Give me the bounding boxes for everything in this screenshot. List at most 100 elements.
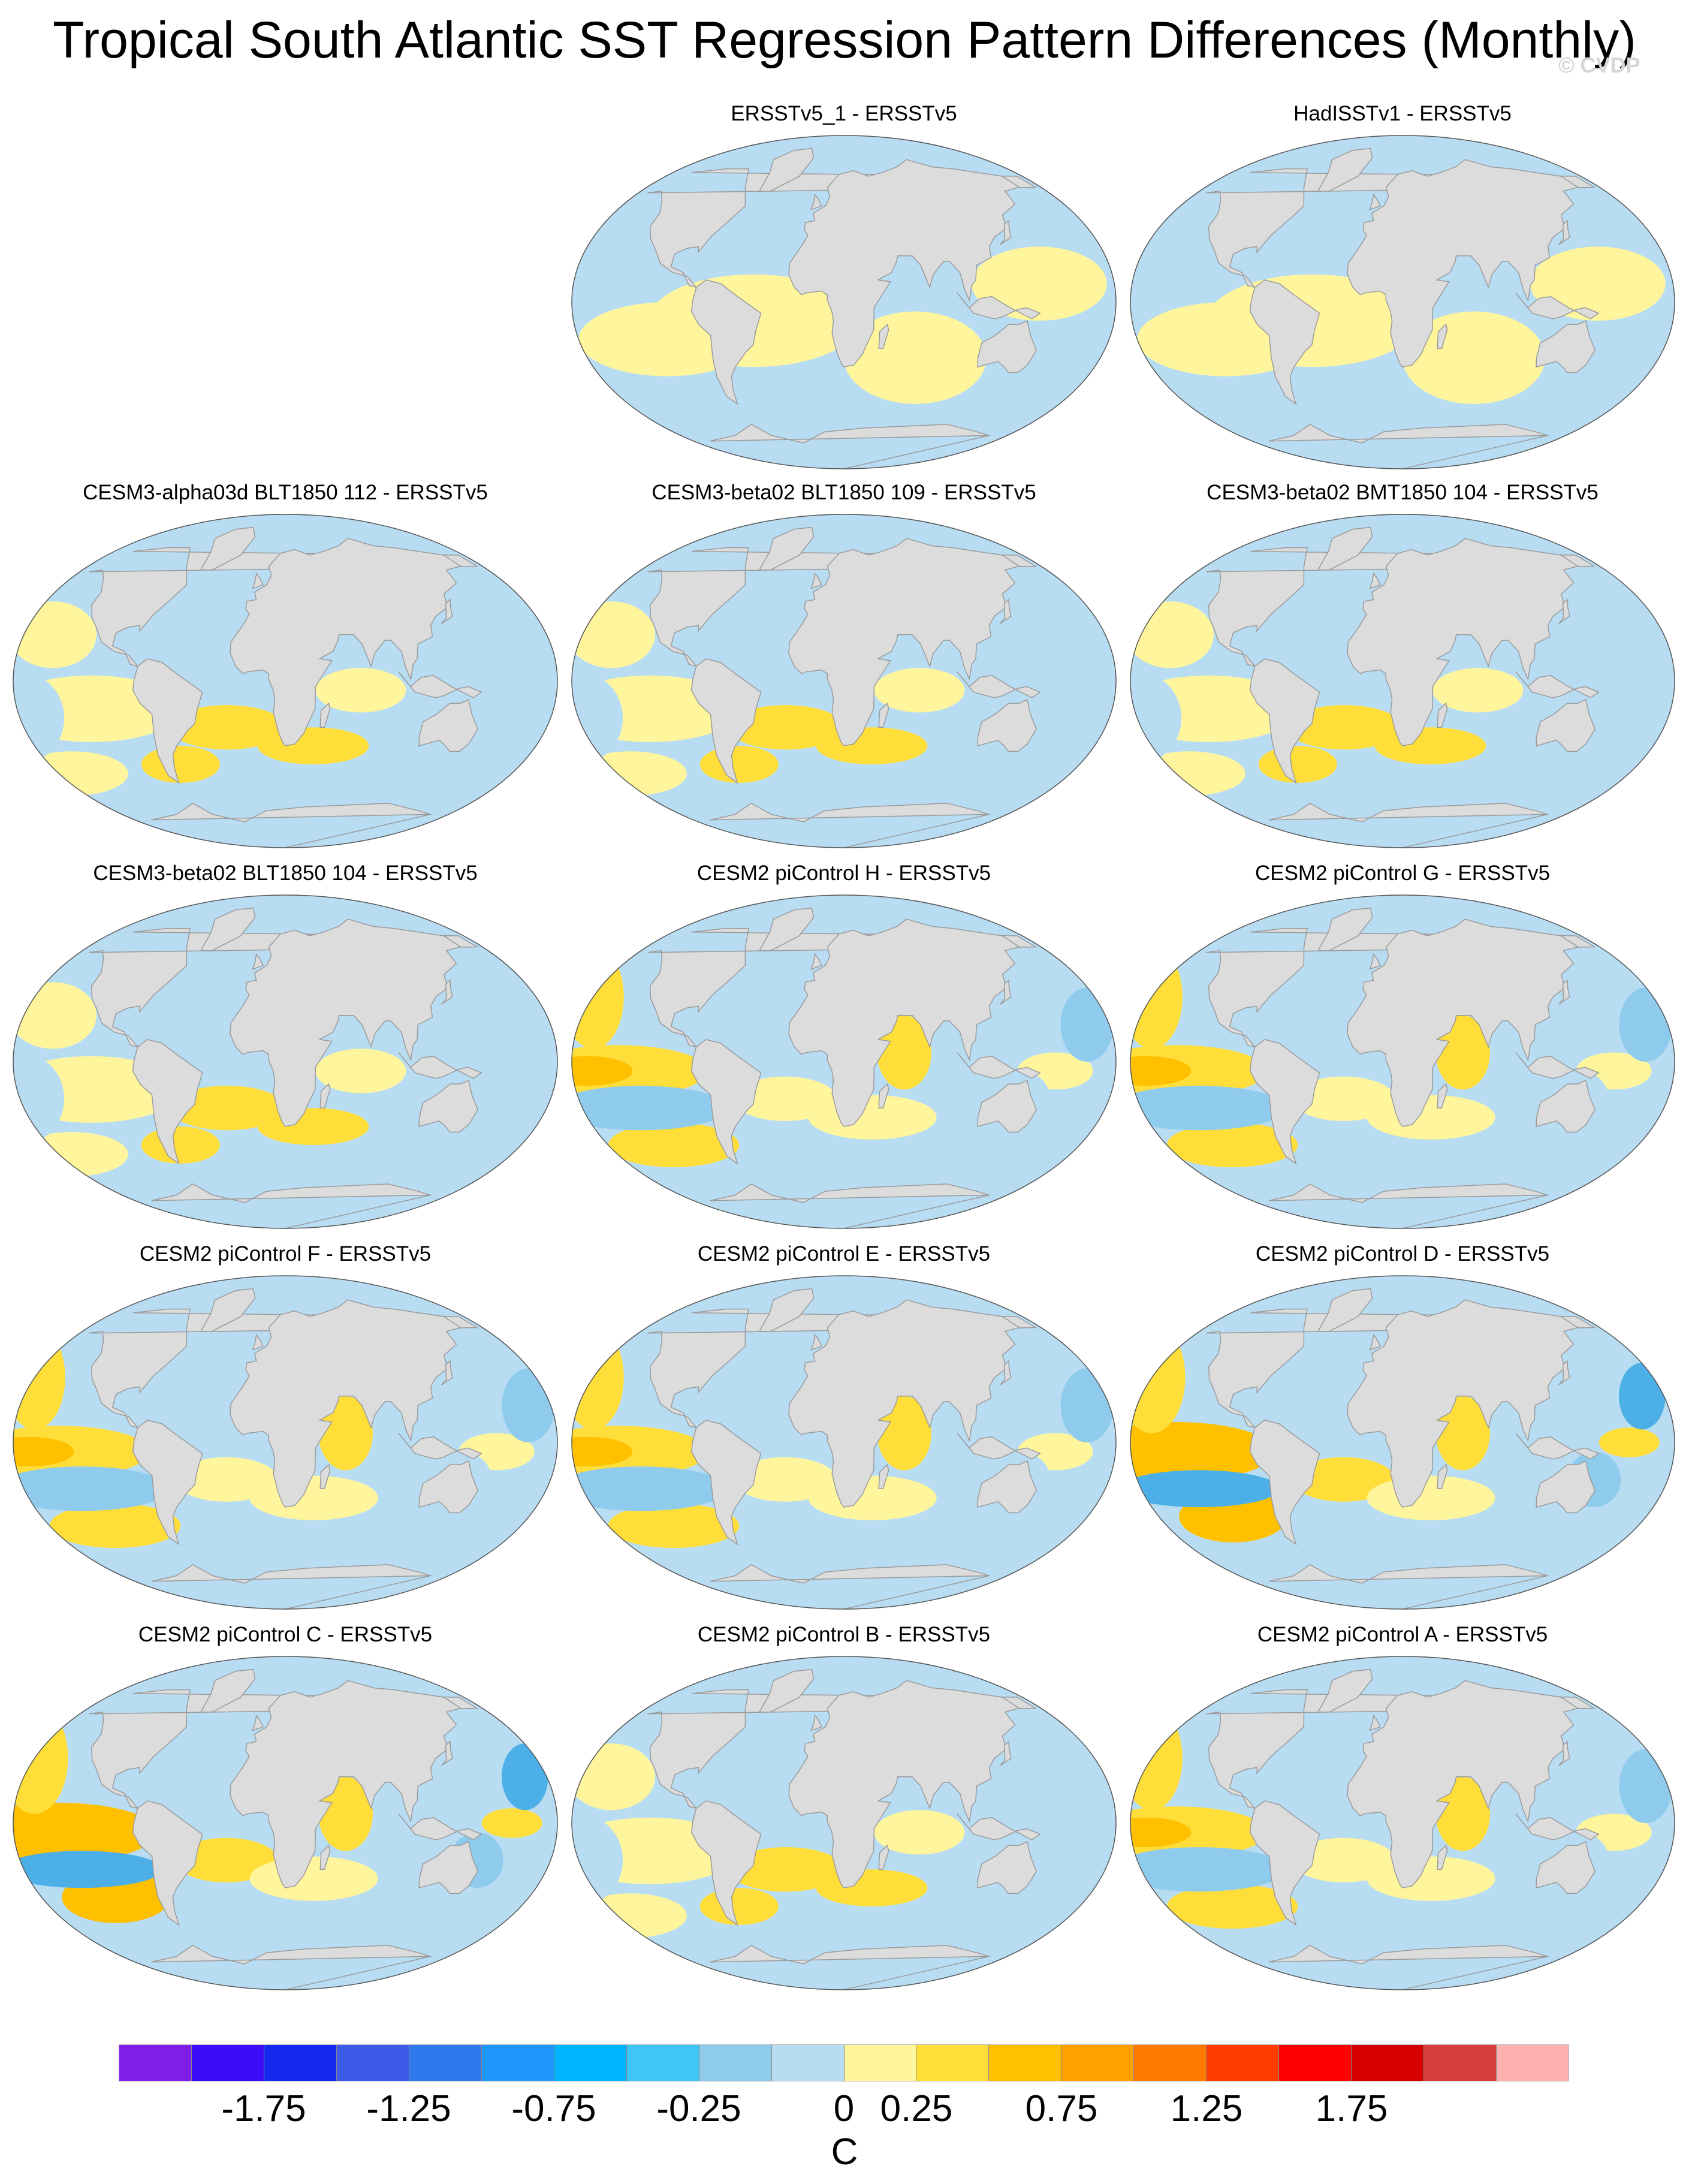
anomaly-region	[174, 1457, 278, 1502]
anomaly-region	[1130, 1470, 1280, 1508]
landmass-indonesia	[1515, 293, 1600, 320]
robinson-map	[571, 135, 1117, 469]
landmass-greenland	[200, 526, 256, 571]
panel-title: HadISSTv1 - ERSSTv5	[1293, 102, 1512, 125]
landmass-antarctica	[1268, 424, 1549, 469]
landmass-madagascar	[1437, 1463, 1448, 1489]
landmass-indonesia	[1515, 1052, 1600, 1079]
landmass-japan	[999, 979, 1012, 1005]
landmass-indonesia	[398, 1433, 482, 1460]
landmass-australia	[1536, 320, 1596, 373]
anomaly-region	[972, 246, 1107, 321]
anomaly-region	[1166, 1884, 1298, 1929]
anomaly-region	[502, 1743, 548, 1811]
anomaly-region	[1598, 1427, 1660, 1457]
anomaly-region	[1435, 1396, 1490, 1471]
anomaly-region	[572, 1466, 728, 1511]
colorbar-tick-label: 0.25	[880, 2088, 953, 2129]
landmass-greenland	[758, 907, 815, 951]
landmass-north-america	[89, 547, 479, 667]
anomaly-region	[1367, 1856, 1495, 1901]
map-border	[13, 1275, 558, 1610]
anomaly-region	[699, 1888, 779, 1925]
landmass-australia	[977, 698, 1037, 752]
robinson-map	[1130, 514, 1675, 848]
landmass-south-america	[690, 1420, 762, 1546]
anomaly-region	[502, 1368, 556, 1442]
anomaly-region	[726, 956, 805, 1001]
landmass-australia	[1536, 1079, 1596, 1133]
map-border	[1130, 894, 1675, 1229]
panel-title: CESM3-beta02 BLT1850 104 - ERSSTv5	[93, 861, 478, 885]
anomaly-region	[13, 1466, 170, 1511]
page-title: Tropical South Atlantic SST Regression P…	[53, 11, 1636, 69]
anomaly-region	[808, 1095, 937, 1140]
anomaly-region	[572, 1086, 728, 1131]
landmass-greenland	[1317, 147, 1373, 192]
landmass-africa-eurasia	[788, 538, 1021, 746]
colorbar-box	[771, 2045, 844, 2081]
colorbar-box	[1497, 2045, 1569, 2081]
landmass-north-america	[89, 927, 479, 1048]
landmass-madagascar	[878, 323, 889, 349]
landmass-madagascar	[878, 1083, 889, 1108]
landmass-greenland	[200, 907, 256, 951]
landmass-antarctica	[710, 803, 991, 848]
landmass-antarctica	[151, 1945, 432, 1990]
landmass-indonesia	[398, 671, 482, 698]
anomaly-region	[726, 1336, 805, 1382]
colorbar-box	[554, 2045, 627, 2081]
anomaly-region	[1292, 1837, 1395, 1882]
colorbar-box	[1207, 2045, 1280, 2081]
panel-title: CESM2 piControl D - ERSSTv5	[1255, 1242, 1550, 1266]
map-border	[1130, 514, 1675, 848]
landmass-uk	[810, 953, 822, 970]
anomaly-region	[1130, 1086, 1287, 1131]
robinson-map	[571, 514, 1117, 848]
anomaly-region	[574, 751, 687, 796]
landmass-uk	[810, 194, 822, 210]
panel-title: ERSSTv5_1 - ERSSTv5	[731, 102, 957, 125]
landmass-south-america	[1249, 1800, 1320, 1926]
anomaly-region	[728, 1847, 844, 1892]
panel-title: CESM3-beta02 BLT1850 109 - ERSSTv5	[652, 481, 1036, 504]
landmass-indonesia	[398, 1814, 482, 1840]
landmass-north-america	[89, 1689, 479, 1809]
robinson-map	[1130, 1275, 1675, 1610]
map-border	[571, 894, 1117, 1229]
anomaly-region	[816, 727, 928, 764]
colorbar-tick-label: 0.75	[1025, 2088, 1098, 2129]
landmass-antarctica	[710, 424, 991, 469]
landmass-south-america	[690, 279, 762, 405]
landmass-africa-eurasia	[230, 918, 462, 1127]
colorbar-box	[264, 2045, 337, 2081]
anomaly-region	[816, 1869, 928, 1906]
map-panel: CESM3-beta02 BMT1850 104 - ERSSTv5	[1127, 480, 1678, 851]
panel-title: CESM2 piControl B - ERSSTv5	[697, 1623, 991, 1646]
panel-title: CESM3-beta02 BMT1850 104 - ERSSTv5	[1207, 481, 1598, 504]
landmass-greenland	[1317, 1288, 1373, 1332]
landmass-madagascar	[878, 1844, 889, 1870]
landmass-uk	[252, 953, 264, 970]
colorbar-box	[916, 2045, 990, 2081]
anomaly-region	[1367, 1475, 1495, 1520]
landmass-south-america	[1249, 658, 1320, 784]
map-panel: CESM3-beta02 BLT1850 104 - ERSSTv5	[10, 860, 561, 1232]
anomaly-region	[572, 1743, 655, 1811]
landmass-australia	[977, 1079, 1037, 1133]
landmass-antarctica	[1268, 803, 1549, 848]
panel-title: CESM2 piControl E - ERSSTv5	[697, 1242, 991, 1266]
landmass-japan	[441, 1740, 453, 1766]
landmass-uk	[1369, 953, 1381, 970]
landmass-antarctica	[1268, 1945, 1549, 1990]
landmass-south-america	[1249, 1039, 1320, 1165]
landmass-africa-eurasia	[230, 1299, 462, 1508]
landmass-uk	[1369, 194, 1381, 210]
anomaly-region	[1432, 668, 1524, 713]
anomaly-region	[174, 1837, 278, 1882]
colorbar-box	[1279, 2045, 1352, 2081]
colorbar-tick-label: 1.75	[1315, 2088, 1388, 2129]
colorbar-box	[699, 2045, 772, 2081]
landmass-africa-eurasia	[788, 918, 1021, 1127]
landmass-africa-eurasia	[1347, 538, 1579, 746]
